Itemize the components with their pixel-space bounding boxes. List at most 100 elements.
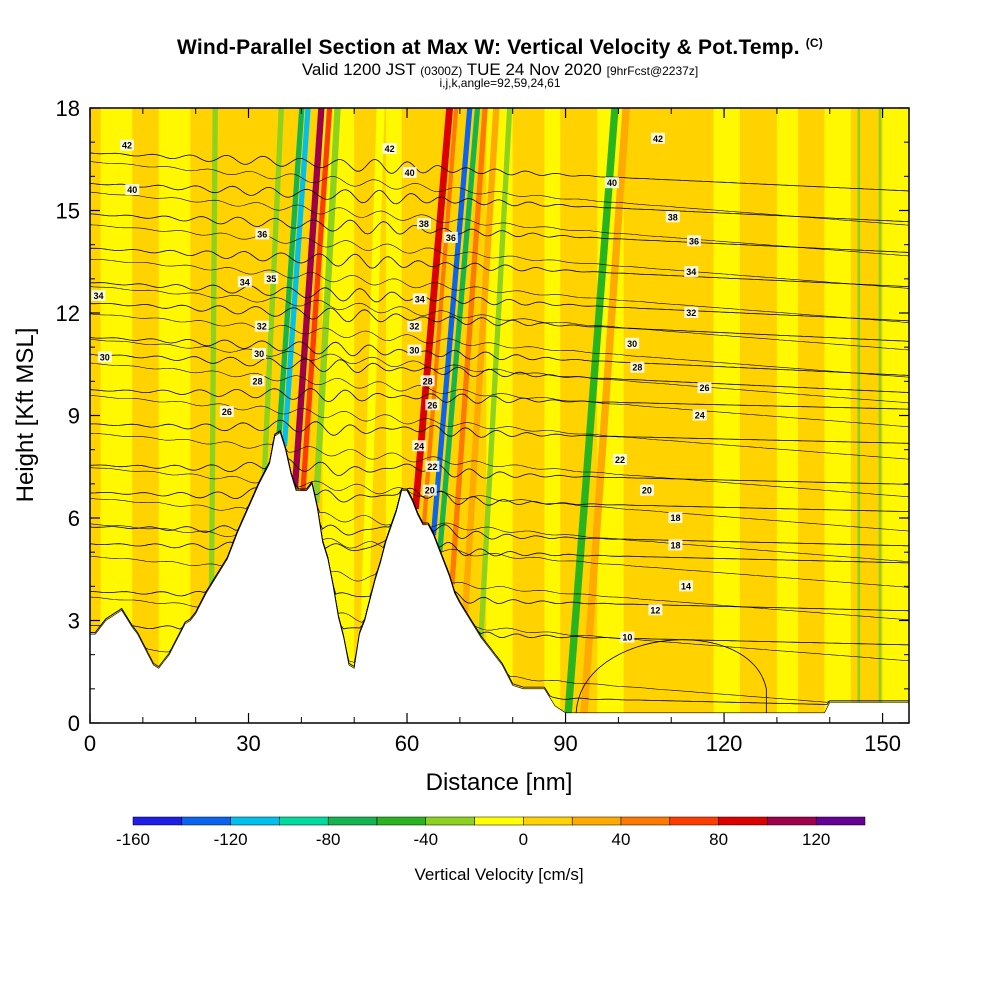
contour-label-text-24: 40	[607, 178, 617, 188]
velocity-band-15	[580, 108, 630, 713]
y-tick-label-15: 15	[56, 199, 80, 224]
contour-label-text-18: 28	[423, 376, 433, 386]
theta-contour-minor-14	[90, 191, 909, 257]
contour-label-text-30: 28	[632, 363, 642, 373]
colorbar-swatch-8	[523, 816, 573, 826]
contour-label-34: 20	[639, 484, 654, 496]
theta-contour-minor-8	[90, 362, 909, 428]
theta-contour-cold-pool	[575, 639, 767, 713]
theta-contour-minor-3	[90, 430, 909, 588]
theta-contour-22	[90, 430, 909, 485]
theta-contour-minor-4	[90, 430, 909, 562]
contour-label-25: 38	[665, 211, 680, 223]
colorbar-label-2: -80	[316, 830, 341, 849]
contour-label-16: 32	[407, 320, 422, 332]
velocity-band-14	[564, 108, 619, 713]
contour-label-text-2: 34	[93, 291, 103, 301]
contour-label-text-39: 10	[622, 633, 632, 643]
colorbar-label-7: 120	[802, 830, 830, 849]
contour-label-5: 36	[255, 228, 270, 240]
theta-contour-minor-9	[90, 338, 909, 404]
velocity-band-5	[261, 108, 284, 474]
theta-contour-minor-10	[90, 313, 909, 378]
chart-section-indices: i,j,k,angle=92,59,24,61	[439, 76, 561, 90]
contour-label-3: 30	[97, 351, 112, 363]
contour-label-11: 42	[382, 143, 397, 154]
contour-label-33: 22	[612, 453, 627, 465]
chart-title-text: Wind-Parallel Section at Max W: Vertical…	[177, 36, 800, 59]
y-tick-label-3: 3	[68, 609, 80, 634]
colorbar-swatch-9	[571, 816, 622, 826]
velocity-band-12	[461, 108, 500, 612]
contour-label-30: 28	[630, 361, 645, 373]
terrain-layer	[90, 432, 909, 723]
colorbar-swatch-2	[230, 816, 280, 826]
contour-label-14: 36	[443, 231, 458, 243]
subtitle-date: TUE 24 Nov 2020	[466, 60, 602, 79]
contour-label-2: 34	[91, 289, 106, 301]
contour-label-13: 38	[416, 218, 431, 230]
contour-label-38: 12	[648, 604, 663, 616]
field-patch-8	[776, 108, 799, 723]
x-axis-title: Distance [nm]	[426, 769, 573, 796]
contour-label-8: 30	[252, 348, 267, 359]
contour-label-6: 35	[264, 272, 279, 284]
contour-label-text-15: 34	[415, 294, 425, 304]
contour-label-text-22: 20	[425, 486, 435, 496]
contour-label-28: 32	[684, 307, 699, 318]
theta-contour-16	[90, 430, 909, 564]
contour-label-text-13: 38	[419, 219, 429, 229]
colorbar-swatch-7	[474, 816, 524, 826]
colorbar-swatch-4	[327, 816, 378, 826]
contour-label-text-27: 34	[686, 267, 696, 277]
theta-contour-minor-2	[90, 430, 909, 621]
contour-label-text-1: 40	[127, 185, 137, 195]
theta-contour-minor-15	[90, 161, 909, 226]
colorbar-swatch-14	[815, 816, 866, 826]
colorbar-label-3: -40	[414, 830, 439, 849]
contour-label-text-16: 32	[409, 322, 419, 332]
theta-contour-minor-11	[90, 286, 909, 351]
contour-label-0: 42	[119, 139, 134, 151]
contour-label-text-8: 30	[254, 349, 264, 359]
theta-contour-42	[90, 152, 909, 192]
theta-contour-34	[90, 282, 909, 322]
contour-label-1: 40	[125, 184, 140, 195]
x-tick-label-90: 90	[553, 731, 577, 756]
colorbar-label-4: 0	[519, 830, 528, 849]
velocity-band-17	[857, 108, 861, 703]
contour-label-text-29: 30	[627, 339, 637, 349]
subtitle-fcst: [9hrFcst@2237z]	[606, 64, 699, 78]
contour-label-text-6: 35	[266, 274, 276, 284]
y-tick-label-18: 18	[56, 96, 80, 121]
colorbar-title: Vertical Velocity [cm/s]	[414, 865, 583, 884]
contour-label-text-36: 18	[670, 540, 680, 550]
contour-label-text-25: 38	[668, 212, 678, 222]
x-tick-label-120: 120	[706, 731, 743, 756]
contour-label-text-5: 36	[257, 229, 267, 239]
velocity-band-10	[437, 108, 481, 552]
colorbar-swatch-10	[620, 816, 671, 826]
chart-title-tag: (C)	[805, 36, 823, 50]
colorbar-swatch-6	[425, 816, 475, 826]
contour-label-18: 28	[420, 375, 435, 387]
velocity-band-3	[276, 108, 305, 434]
theta-contour-minor-12	[90, 258, 909, 323]
colorbar-label-1: -120	[214, 830, 248, 849]
colorbar-swatch-3	[279, 816, 329, 826]
colorbar-label-0: -160	[116, 830, 150, 849]
contour-label-text-21: 22	[427, 462, 437, 472]
colorbar-swatch-11	[669, 816, 719, 826]
contour-label-20: 24	[412, 440, 427, 452]
x-tick-label-60: 60	[395, 731, 419, 756]
contour-label-text-10: 26	[222, 407, 232, 417]
theta-contour-minor-6	[90, 430, 909, 498]
contour-label-text-20: 24	[414, 441, 424, 451]
contour-label-text-26: 36	[689, 236, 699, 246]
contour-label-text-9: 28	[252, 376, 262, 386]
contour-label-37: 14	[679, 580, 694, 592]
contour-label-10: 26	[219, 406, 234, 418]
contour-label-9: 28	[250, 375, 265, 387]
colorbar-swatch-13	[767, 816, 817, 826]
